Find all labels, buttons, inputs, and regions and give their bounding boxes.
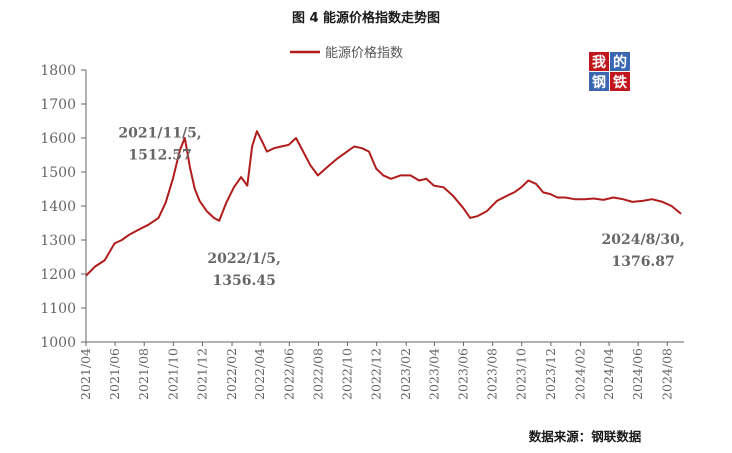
x-tick-label: 2023/08 xyxy=(485,348,500,400)
x-tick-label: 2023/02 xyxy=(398,348,413,400)
logo-char-2: 的 xyxy=(613,54,627,71)
y-tick-label: 1700 xyxy=(40,97,76,113)
x-tick-label: 2022/08 xyxy=(310,348,325,400)
legend: 能源价格指数 xyxy=(290,45,403,61)
logo: 我 的 钢 铁 Mysteel.com xyxy=(575,52,682,112)
x-tick-label: 2024/04 xyxy=(601,348,616,400)
y-tick-label: 1100 xyxy=(40,301,76,317)
x-tick-label: 2022/06 xyxy=(281,348,296,400)
x-tick-label: 2021/08 xyxy=(136,348,151,400)
y-tick-label: 1800 xyxy=(40,63,76,79)
x-tick-label: 2021/12 xyxy=(194,348,209,400)
x-tick-label: 2024/06 xyxy=(630,348,645,400)
x-tick-label: 2022/12 xyxy=(369,348,384,400)
series-line xyxy=(85,130,682,277)
annotation-label: 1376.87 xyxy=(611,254,674,270)
x-tick-label: 2023/06 xyxy=(456,348,471,400)
x-tick-label: 2021/04 xyxy=(78,348,93,400)
logo-char-3: 钢 xyxy=(592,74,606,91)
annotation-label: 2022/1/5, xyxy=(207,251,281,267)
y-tick-label: 1000 xyxy=(40,335,76,351)
annotations: 2021/11/5, 1512.57 2022/1/5, 1356.45 2024/8/… xyxy=(118,126,684,289)
logo-cell-4 xyxy=(610,72,630,91)
annotation-label: 2024/8/30, xyxy=(601,232,684,248)
x-tick-label: 2022/02 xyxy=(224,348,239,400)
x-tick-label: 2024/02 xyxy=(572,348,587,400)
y-tick-label: 1600 xyxy=(40,131,76,147)
series-layer xyxy=(85,130,682,277)
y-tick-label: 1200 xyxy=(40,267,76,283)
x-tick-label: 2023/04 xyxy=(426,348,441,400)
logo-char-4: 铁 xyxy=(613,74,627,91)
x-tick-label: 2023/12 xyxy=(543,348,558,400)
annotation-label: 1512.57 xyxy=(128,148,191,164)
logo-char-1: 我 xyxy=(592,55,606,71)
x-tick-label: 2024/08 xyxy=(659,348,674,400)
x-tick-label: 2022/10 xyxy=(340,348,355,400)
x-tick-label: 2021/10 xyxy=(165,348,180,400)
legend-label: 能源价格指数 xyxy=(325,45,403,61)
logo-cell-2 xyxy=(610,52,630,71)
logo-cell-1 xyxy=(589,52,609,71)
annotation-label: 2021/11/5, xyxy=(118,126,201,142)
y-axis: 1000 1100 1200 1300 1400 1500 1600 1700 1800 xyxy=(40,63,87,351)
annotation-label: 1356.45 xyxy=(212,273,275,289)
x-tick-label: 2023/10 xyxy=(514,348,529,400)
x-tick-label: 2021/06 xyxy=(107,348,122,400)
y-tick-label: 1500 xyxy=(40,165,76,181)
logo-wordmark: Mysteel.com xyxy=(575,94,682,112)
figure-title: 图 4 能源价格指数走势图 xyxy=(292,10,440,26)
x-tick-label: 2022/04 xyxy=(252,348,267,400)
logo-cell-3 xyxy=(589,72,609,91)
x-axis: 2021/04 2021/06 2021/08 2021/10 2021/12 2022/… xyxy=(78,341,684,400)
source-note: 数据来源：钢联数据 xyxy=(528,429,642,444)
y-tick-label: 1400 xyxy=(40,199,76,215)
y-tick-label: 1300 xyxy=(40,233,76,249)
